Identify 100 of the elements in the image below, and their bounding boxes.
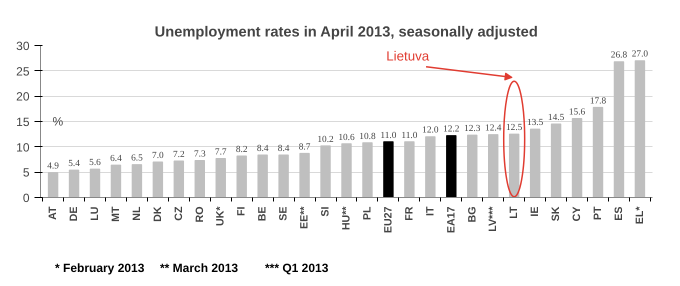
bar — [467, 134, 478, 198]
data-label: 11.0 — [401, 130, 418, 141]
x-tick-label: BE — [256, 206, 269, 222]
bar — [530, 128, 540, 198]
bar — [152, 162, 164, 198]
bar — [68, 170, 80, 198]
bar — [634, 60, 646, 198]
x-tick-label: FR — [403, 206, 416, 221]
x-tick-label: AT — [47, 206, 60, 220]
bar — [320, 145, 331, 198]
y-tick-label: 20 — [16, 90, 30, 104]
bar — [132, 164, 142, 198]
data-label: 12.5 — [506, 123, 523, 134]
data-label: 5.4 — [68, 159, 80, 170]
bar — [592, 106, 604, 198]
x-tick-label: PL — [361, 206, 374, 220]
y-tick-label: 5 — [22, 166, 30, 180]
data-label: 6.4 — [110, 154, 122, 164]
data-label: 26.8 — [610, 50, 628, 61]
x-tick-label: IE — [529, 206, 542, 217]
x-tick-label: BG — [466, 206, 478, 222]
data-label: 15.6 — [568, 107, 586, 118]
bar — [236, 155, 247, 198]
x-tick-label: LT — [508, 206, 520, 219]
x-tick-label: SE — [278, 206, 290, 221]
bar — [362, 142, 373, 198]
data-label: 27.0 — [632, 50, 648, 60]
bar — [488, 134, 498, 198]
y-axis-title: % — [52, 114, 64, 128]
bar — [383, 141, 394, 198]
data-label: 7.7 — [214, 147, 227, 158]
data-label: 13.5 — [526, 118, 544, 128]
data-label: 7.2 — [173, 150, 185, 160]
x-tick-label: LU — [88, 206, 101, 221]
data-label: 8.4 — [278, 144, 290, 154]
data-label: 8.2 — [236, 144, 248, 155]
x-tick-label: SK — [550, 206, 562, 222]
bar — [446, 135, 457, 198]
y-tick-label: 30 — [16, 39, 30, 53]
bar — [550, 124, 562, 198]
x-tick-label: CY — [571, 206, 584, 222]
annotation: Lietuva — [386, 48, 430, 64]
chart-title: Unemployment rates in April 2013, seasonally adjusted — [154, 24, 538, 40]
data-label: 12.4 — [485, 124, 502, 134]
y-tick-label: 25 — [16, 64, 30, 78]
data-label: 7.3 — [194, 150, 206, 160]
data-label: 11.0 — [380, 130, 397, 141]
y-tick-label: 15 — [16, 115, 30, 129]
x-tick-label: NL — [130, 206, 143, 221]
bar — [614, 61, 624, 198]
bar — [425, 136, 436, 198]
bar — [299, 152, 310, 198]
x-tick-label: RO — [194, 206, 206, 222]
data-label: 17.8 — [590, 96, 607, 106]
x-tick-label: ES — [612, 206, 625, 221]
data-label: 7.0 — [152, 151, 164, 162]
text: * February 2013 — [55, 260, 144, 277]
y-tick-label: 10 — [16, 140, 30, 154]
y-tick-label: 0 — [22, 191, 30, 205]
text: ** March 2013 — [160, 260, 238, 277]
bar — [90, 168, 100, 198]
x-tick-label: SI — [320, 206, 332, 217]
data-label: 10.8 — [359, 132, 376, 142]
x-tick-label: FI — [236, 206, 248, 216]
text: *** Q1 2013 — [265, 260, 328, 277]
data-label: 14.5 — [548, 113, 565, 124]
bar — [278, 154, 289, 198]
data-label: 8.4 — [256, 144, 269, 154]
data-label: 12.3 — [464, 124, 481, 134]
x-tick-label: IT — [424, 206, 436, 216]
bar — [257, 154, 268, 198]
x-tick-label: HU** — [340, 206, 352, 230]
x-tick-label: MT — [110, 206, 122, 222]
bar — [572, 118, 582, 198]
data-label: 12.2 — [443, 124, 460, 135]
bar — [48, 172, 58, 198]
x-tick-label: PT — [592, 206, 604, 220]
bar — [174, 160, 184, 198]
x-tick-label: LV*** — [487, 206, 500, 232]
x-tick-label: EE** — [298, 206, 311, 230]
x-tick-label: EA17 — [445, 206, 458, 234]
bar — [110, 164, 122, 198]
x-tick-label: UK* — [214, 206, 227, 226]
bar — [508, 134, 520, 198]
data-label: 6.5 — [131, 154, 144, 164]
data-label: 10.2 — [317, 134, 334, 145]
bar — [194, 160, 206, 198]
x-tick-label: DE — [68, 206, 80, 222]
data-label: 10.6 — [338, 132, 355, 143]
data-label: 4.9 — [47, 162, 60, 172]
x-tick-label: DK — [152, 206, 164, 222]
x-tick-label: CZ — [172, 206, 185, 221]
bar — [216, 158, 226, 198]
x-tick-label: EL* — [634, 206, 646, 224]
bar — [404, 141, 415, 198]
data-label: 8.7 — [298, 142, 311, 152]
x-tick-label: EU27 — [382, 206, 394, 234]
data-label: 5.6 — [89, 158, 102, 168]
data-label: 12.0 — [422, 126, 439, 136]
bar — [341, 143, 352, 198]
